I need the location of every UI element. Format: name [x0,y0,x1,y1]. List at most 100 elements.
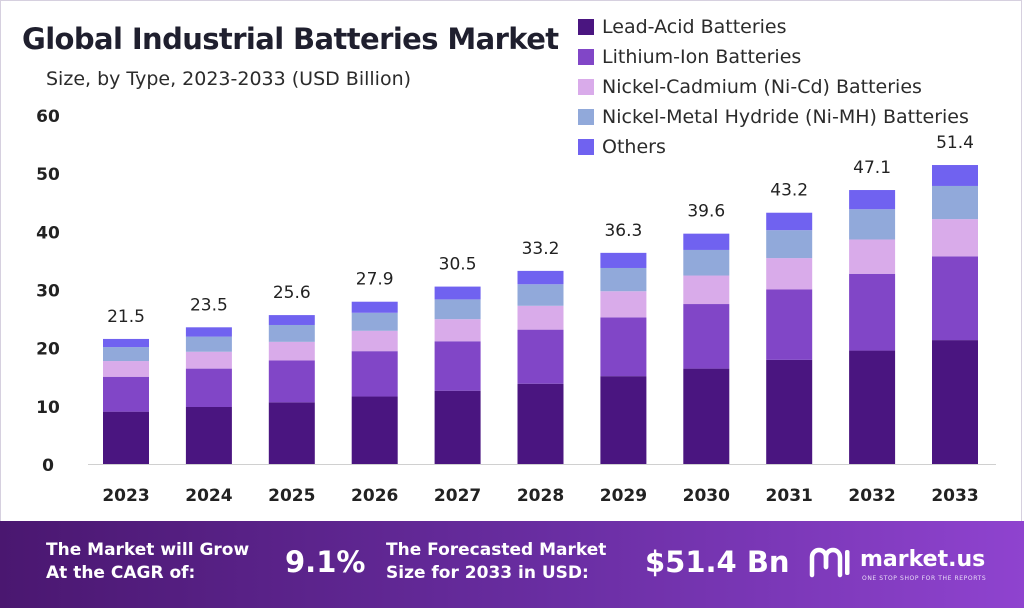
cagr-value: 9.1% [285,545,366,579]
y-tick-label: 30 [36,282,60,302]
chart-subtitle: Size, by Type, 2023-2033 (USD Billion) [46,68,412,90]
bar-segment [766,359,813,464]
x-tick-label: 2025 [268,486,315,506]
x-tick-label: 2024 [185,486,232,506]
chart-legend: Lead-Acid Batteries Lithium-Ion Batteries… [578,12,969,162]
bar-total-label: 33.2 [522,239,560,259]
bar-segment [683,304,730,369]
bar-segment [517,270,564,285]
x-tick-label: 2028 [517,486,564,506]
bar-segment [683,275,730,305]
bar-segment [517,329,564,384]
bar-segment [932,256,978,341]
x-tick-label: 2026 [351,486,398,506]
bar-segment [932,340,978,464]
bar-segment [434,319,481,342]
bar-segment [849,239,896,274]
bar-segment [103,411,149,464]
brand-tagline: ONE STOP SHOP FOR THE REPORTS [862,575,987,582]
bar-segment [683,249,730,276]
legend-item: Nickel-Metal Hydride (Ni-MH) Batteries [578,102,969,132]
chart-title: Global Industrial Batteries Market [22,22,559,56]
bar-total-label: 51.4 [936,133,974,153]
y-tick-label: 0 [42,456,54,476]
legend-label: Nickel-Cadmium (Ni-Cd) Batteries [602,76,922,98]
bar-segment [185,351,232,369]
forecast-text-line2: Size for 2033 in USD: [386,563,589,583]
brand-name: market.us [860,547,986,572]
bar-segment [849,273,896,351]
bar-segment [268,360,315,403]
legend-item: Lead-Acid Batteries [578,12,969,42]
bar-segment [600,252,647,268]
bar-total-label: 39.6 [687,202,725,222]
bar-segment [600,317,647,377]
bar-segment [683,368,730,464]
bar-segment [268,324,315,342]
legend-item: Lithium-Ion Batteries [578,42,969,72]
bar-total-label: 23.5 [190,295,228,315]
bar-segment [103,376,149,412]
bar-total-label: 21.5 [107,307,145,327]
bar-segment [932,165,978,186]
legend-label: Others [602,136,666,158]
stacked-bar-chart: 010203040506021.5202323.5202425.6202527.… [36,107,996,506]
bar-segment [351,351,398,397]
x-tick-label: 2029 [600,486,647,506]
forecast-text-line1: The Forecasted Market [386,540,607,560]
legend-label: Nickel-Metal Hydride (Ni-MH) Batteries [602,106,969,128]
y-tick-label: 50 [36,165,60,185]
y-tick-label: 60 [36,107,60,127]
bar-segment [351,330,398,352]
bar-segment [766,258,813,290]
x-tick-label: 2031 [766,486,813,506]
bar-segment [849,190,896,210]
bar-segment [103,361,149,377]
bar-segment [185,336,232,352]
bar-total-label: 30.5 [439,255,477,275]
bar-segment [600,376,647,464]
legend-label: Lead-Acid Batteries [602,16,787,38]
bar-segment [185,406,232,464]
bar-segment [185,327,232,337]
footer-banner: The Market will Grow At the CAGR of: 9.1… [0,521,1024,608]
y-tick-label: 20 [36,340,60,360]
x-tick-label: 2032 [848,486,895,506]
bar-segment [766,230,813,259]
bar-segment [683,233,730,250]
bar-segment [103,347,149,362]
legend-swatch [578,79,594,95]
bar-segment [434,390,481,464]
legend-swatch [578,49,594,65]
cagr-text-line2: At the CAGR of: [46,563,196,583]
cagr-text-line1: The Market will Grow [46,540,250,560]
bar-segment [517,284,564,306]
legend-swatch [578,139,594,155]
bar-segment [849,350,896,464]
bar-segment [351,312,398,331]
y-tick-label: 10 [36,398,60,418]
bar-segment [434,286,481,300]
x-tick-label: 2023 [102,486,149,506]
bar-segment [517,383,564,464]
bar-segment [351,301,398,313]
y-tick-label: 40 [36,223,60,243]
bar-segment [268,402,315,464]
bar-total-label: 25.6 [273,283,311,303]
bar-segment [268,315,315,325]
bar-total-label: 36.3 [604,221,642,241]
bar-segment [766,289,813,360]
bar-segment [600,291,647,318]
bar-segment [185,368,232,407]
bar-total-label: 43.2 [770,181,808,201]
bar-segment [434,341,481,391]
bar-segment [849,209,896,240]
bar-segment [351,396,398,464]
x-tick-label: 2030 [683,486,730,506]
bar-segment [103,338,149,348]
legend-item: Others [578,132,969,162]
bar-segment [932,185,978,220]
bar-total-label: 27.9 [356,270,394,290]
bar-segment [517,305,564,330]
market-us-logo-icon [809,547,850,578]
